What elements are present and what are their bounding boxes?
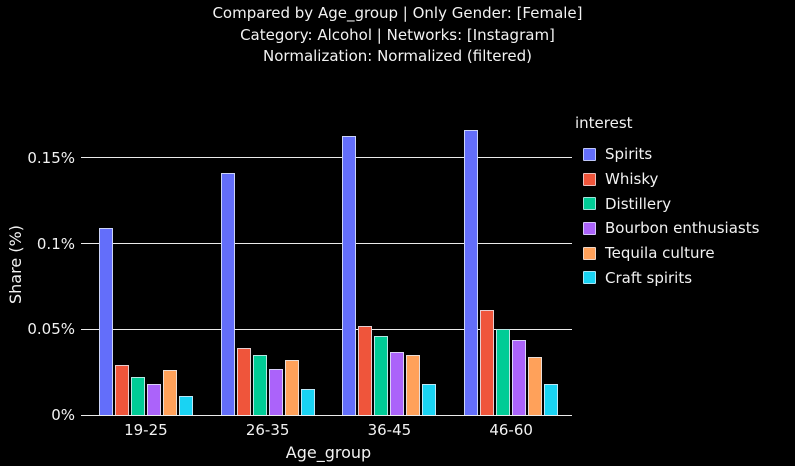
y-tick-label: 0.15% <box>27 148 75 167</box>
legend-swatch <box>583 197 596 211</box>
bar[interactable] <box>162 370 177 415</box>
chart-title-line1: Compared by Age_group | Only Gender: [Fe… <box>212 4 583 22</box>
legend-item-label: Craft spirits <box>605 268 693 287</box>
x-axis-tick-labels: 19-25 26-35 36-45 46-60 <box>85 421 572 439</box>
bar[interactable] <box>114 365 129 415</box>
bar[interactable] <box>98 228 113 415</box>
bar[interactable] <box>252 355 267 415</box>
y-axis-tick-labels: 0% 0.05% 0.1% 0.15% <box>0 115 79 424</box>
gridline <box>81 243 572 245</box>
bar[interactable] <box>480 310 495 415</box>
bar[interactable] <box>464 130 479 415</box>
bar[interactable] <box>178 396 193 415</box>
bar[interactable] <box>390 351 405 415</box>
y-tick-label: 0.05% <box>27 320 75 339</box>
bar[interactable] <box>374 336 389 415</box>
y-tick-label: 0% <box>51 406 75 424</box>
bar-group <box>329 115 451 415</box>
legend-item[interactable]: Distillery <box>575 191 759 216</box>
gridline <box>81 157 572 159</box>
y-tick-label: 0.1% <box>36 234 75 253</box>
legend-item-label: Bourbon enthusiasts <box>605 219 760 238</box>
bar[interactable] <box>422 384 437 415</box>
legend-item[interactable]: Whisky <box>575 167 759 192</box>
chart-title-line3: Normalization: Normalized (filtered) <box>263 47 532 65</box>
legend-item-label: Whisky <box>605 170 659 189</box>
legend-item[interactable]: Spirits <box>575 142 759 167</box>
legend-title: interest <box>575 114 633 132</box>
bar-group <box>207 115 329 415</box>
bar[interactable] <box>512 339 527 415</box>
legend-item[interactable]: Bourbon enthusiasts <box>575 216 759 241</box>
chart-title: Compared by Age_group | Only Gender: [Fe… <box>0 3 795 68</box>
x-tick-label: 36-45 <box>367 421 412 439</box>
legend-item-label: Distillery <box>605 194 672 213</box>
gridline <box>81 414 572 416</box>
bar[interactable] <box>268 368 283 415</box>
bar[interactable] <box>342 135 357 415</box>
chart-title-line2: Category: Alcohol | Networks: [Instagram… <box>240 25 555 44</box>
legend-item-label: Spirits <box>605 145 653 164</box>
bar[interactable] <box>220 173 235 415</box>
bar[interactable] <box>146 384 161 415</box>
x-tick-label: 26-35 <box>245 421 290 439</box>
x-tick-label: 46-60 <box>489 421 533 439</box>
x-axis-title: Age_group <box>285 443 372 462</box>
legend-swatch <box>583 246 596 260</box>
legend-items: Spirits Whisky Distillery Bourbon enthusias… <box>575 142 759 290</box>
bar[interactable] <box>496 329 511 415</box>
bar[interactable] <box>284 360 299 415</box>
legend-swatch <box>583 172 596 186</box>
legend-swatch <box>583 271 596 285</box>
bar[interactable] <box>358 325 373 415</box>
bar[interactable] <box>236 348 251 415</box>
bars-row <box>85 115 572 415</box>
legend-item-label: Tequila culture <box>605 244 715 263</box>
legend: interest Spirits Whisky Distillery Bourbon … <box>575 114 759 290</box>
legend-swatch <box>583 147 596 161</box>
legend-item[interactable]: Craft spirits <box>575 265 759 290</box>
bar-group <box>450 115 572 415</box>
bar[interactable] <box>130 377 145 415</box>
legend-item[interactable]: Tequila culture <box>575 241 759 266</box>
bar[interactable] <box>300 389 315 415</box>
bar[interactable] <box>528 356 543 415</box>
legend-swatch <box>583 221 596 235</box>
plot-area <box>81 115 572 416</box>
bar-group <box>85 115 207 415</box>
gridline <box>81 328 572 330</box>
bar[interactable] <box>544 384 559 415</box>
x-tick-label: 19-25 <box>124 421 168 439</box>
bar[interactable] <box>406 355 421 415</box>
